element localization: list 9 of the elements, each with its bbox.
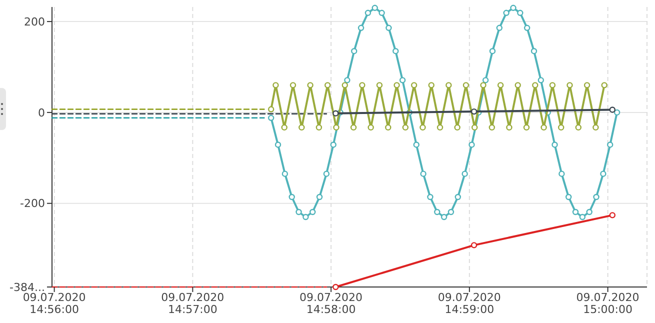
x-tick-label: 09.07.2020 14:57:00 [161,291,224,316]
y-tick-label: 200 [24,15,45,28]
y-tick-label: -200 [20,197,45,210]
y-tick-label: -384... [10,280,45,294]
y-tick-label: 0 [38,106,45,120]
x-tick-label: 09.07.2020 14:56:00 [22,291,86,316]
x-tick-label: 09.07.2020 14:59:00 [438,291,501,316]
x-tick-label: 09.07.2020 14:58:00 [300,291,363,316]
x-tick-label: 09.07.2020 15:00:00 [576,291,640,316]
